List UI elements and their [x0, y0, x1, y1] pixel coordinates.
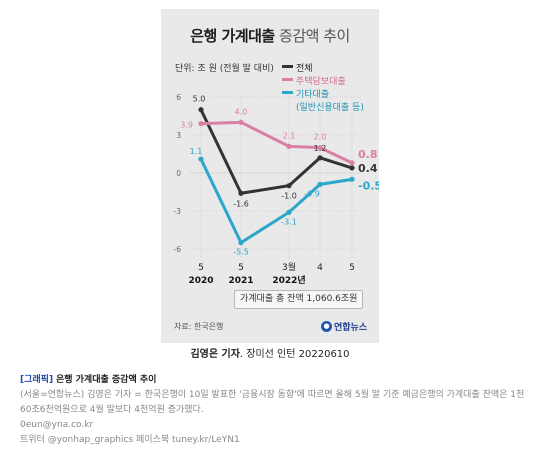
caption-tag: [그래픽] — [20, 375, 54, 385]
y-tick-label: -6 — [174, 245, 182, 254]
legend-label-total: 전체 — [296, 64, 313, 74]
credit-rest: . 장미선 인턴 20220610 — [239, 349, 350, 360]
x-tick-label: 5 — [349, 263, 355, 273]
series-line — [199, 157, 354, 245]
data-label: -3.1 — [281, 217, 297, 226]
data-label: 3.9 — [180, 121, 193, 130]
y-tick-label: -3 — [174, 207, 182, 216]
chart-title-bold: 은행 가계대출 — [190, 27, 275, 45]
data-point — [349, 160, 355, 166]
data-point — [198, 107, 204, 113]
legend-item-total: 전체 — [282, 61, 364, 74]
data-point — [238, 190, 244, 196]
x-year-label: 2021 — [228, 276, 253, 286]
source-label: 자료: 한국은행 — [174, 322, 224, 331]
chart-title-light: 증감액 추이 — [279, 27, 350, 45]
data-label: -0.9 — [304, 189, 320, 198]
x-tick-label: 4 — [317, 263, 323, 273]
legend: 전체 주택담보대출 기타대출 (일반신용대출 등) — [282, 61, 364, 113]
x-tick-label: 5 — [198, 263, 204, 273]
yonhap-logo: ● 연합뉴스 — [321, 320, 367, 333]
caption-headline: [그래픽] 은행 가계대출 증감액 추이 — [20, 373, 525, 388]
data-point — [238, 119, 244, 125]
data-label: -1.6 — [233, 199, 249, 208]
x-tick-label: 5 — [238, 263, 244, 273]
data-point — [317, 145, 323, 151]
x-tick-label: 3월 — [282, 261, 296, 273]
chart-title: 은행 가계대출 증감액 추이 — [161, 25, 379, 46]
caption-title: 은행 가계대출 증감액 추이 — [55, 375, 157, 385]
legend-label-other: 기타대출 — [296, 90, 330, 100]
data-label: 4.0 — [235, 107, 248, 116]
infographic-card: 은행 가계대출 증감액 추이 단위: 조 원 (전월 말 대비) 전체 주택담보… — [161, 9, 379, 343]
legend-sublabel-other: (일반신용대출 등) — [296, 103, 364, 113]
data-label: -5.5 — [233, 248, 249, 257]
line-chart: 6 3 0 -3 -6 5.0 -1.6 -1.0 1.2 0.4 3.9 4.0 2.1 2.0 0.8… — [174, 93, 379, 286]
legend-swatch-other — [282, 91, 293, 94]
data-label: -1.0 — [281, 192, 297, 201]
yonhap-logo-text: 연합뉴스 — [334, 323, 368, 333]
caption-email: 0eun@yna.co.kr — [20, 420, 94, 430]
data-label: 2.0 — [314, 133, 327, 142]
yonhap-logo-icon: ● — [321, 321, 332, 332]
data-point — [349, 165, 355, 171]
data-label: 5.0 — [193, 95, 206, 104]
data-point — [317, 155, 323, 161]
y-tick-label: 3 — [176, 131, 181, 140]
data-point — [317, 181, 323, 187]
data-label: 1.2 — [314, 144, 327, 153]
y-tick-label: 0 — [176, 169, 181, 178]
data-point — [286, 183, 292, 189]
data-point — [198, 156, 204, 162]
data-label: 2.1 — [283, 131, 296, 140]
x-year-label: 2022년 — [272, 274, 305, 286]
total-balance-note: 가계대출 총 잔액 1,060.6조원 — [234, 290, 364, 309]
legend-swatch-mortgage — [282, 78, 293, 81]
data-point — [198, 121, 204, 127]
data-label: -0.5 — [358, 179, 379, 192]
legend-item-mortgage: 주택담보대출 — [282, 74, 364, 87]
data-point — [286, 143, 292, 149]
article-caption: [그래픽] 은행 가계대출 증감액 추이 (서울=연합뉴스) 김영은 기자 = … — [20, 373, 525, 448]
author-credit: 김영은 기자. 장미선 인턴 20220610 — [0, 345, 540, 360]
data-point — [349, 176, 355, 182]
data-label: 0.8 — [358, 148, 378, 161]
caption-social: 트위터 @yonhap_graphics 페이스북 tuney.kr/LeYN1 — [20, 435, 240, 445]
data-label: 1.1 — [190, 147, 203, 156]
legend-swatch-total — [282, 65, 293, 68]
unit-label: 단위: 조 원 (전월 말 대비) — [175, 64, 274, 74]
legend-label-mortgage: 주택담보대출 — [296, 77, 346, 87]
legend-item-other: 기타대출 — [282, 87, 364, 100]
data-point — [286, 209, 292, 215]
author-name: 김영은 기자 — [190, 349, 240, 360]
caption-body: (서울=연합뉴스) 김영은 기자 = 한국은행이 10일 발표한 '금융시장 동… — [20, 390, 525, 415]
x-year-label: 2020 — [188, 276, 213, 286]
data-point — [238, 240, 244, 246]
y-tick-label: 6 — [176, 93, 181, 102]
data-label: 0.4 — [358, 162, 378, 175]
